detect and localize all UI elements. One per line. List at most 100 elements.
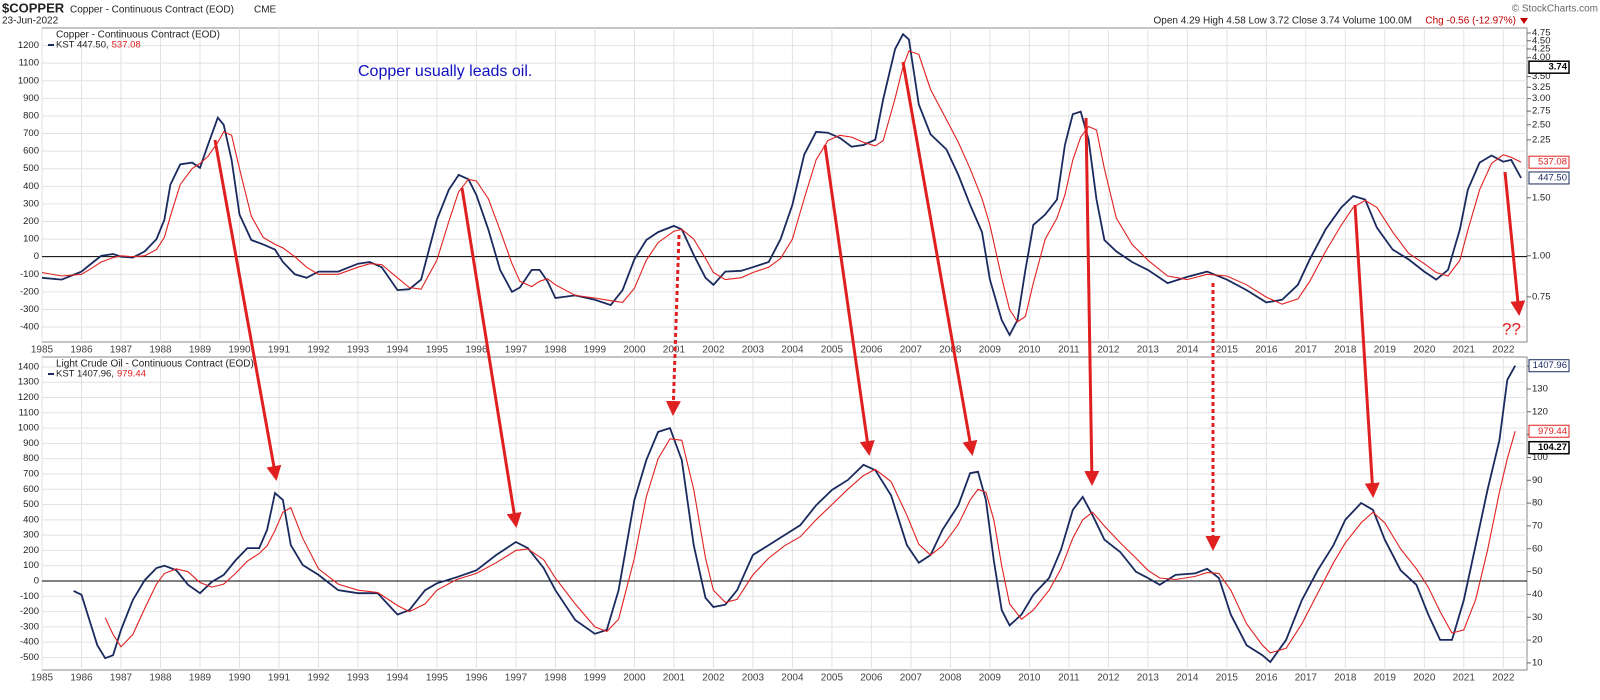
y-tick-label: -300 (20, 621, 39, 632)
y-tick-label: -200 (20, 606, 39, 617)
x-tick-label: 2013 (1137, 345, 1160, 356)
x-tick-label: 1991 (268, 345, 291, 356)
y-tick-label: 1000 (18, 423, 39, 434)
y2-tick-label: 130 (1532, 383, 1548, 394)
last-value-box (1528, 60, 1570, 74)
x-tick-label: 1988 (149, 673, 172, 684)
x-tick-label: 2012 (1097, 345, 1120, 356)
x-tick-label: 2004 (781, 345, 804, 356)
legend-title: Copper - Continuous Contract (EOD) (56, 30, 220, 41)
arrow (1353, 204, 1380, 498)
x-tick-label: 2022 (1492, 673, 1515, 684)
x-tick-label: 2009 (979, 673, 1002, 684)
y-tick-label: 500 (23, 499, 39, 510)
arrow (213, 139, 282, 481)
x-tick-label: 2017 (1295, 345, 1318, 356)
x-tick-label: 1997 (505, 673, 528, 684)
x-tick-label: 2005 (821, 345, 844, 356)
x-tick-label: 2004 (781, 673, 804, 684)
series-line (73, 365, 1516, 664)
plot-area (41, 356, 1528, 671)
y-tick-label: -500 (20, 652, 39, 663)
arrow (665, 234, 681, 416)
y-tick-label: 300 (23, 530, 39, 541)
y2-tick-label: 40 (1532, 589, 1543, 600)
y-tick-label: 100 (23, 560, 39, 571)
arrow (901, 61, 978, 456)
credit: © StockCharts.com (1512, 4, 1598, 15)
y-tick-label: 1400 (18, 361, 39, 372)
y2-tick-label: 60 (1532, 543, 1543, 554)
annotation: Copper usually leads oil. (358, 63, 532, 80)
y2-tick-label: 70 (1532, 520, 1543, 531)
arrow (1084, 117, 1100, 486)
y2-tick-label: 120 (1532, 406, 1548, 417)
legend-entry: 979.44 (117, 369, 146, 380)
y2-tick-label: 2.50 (1532, 119, 1551, 130)
x-tick-label: 1992 (307, 345, 330, 356)
last-value-box (1528, 440, 1570, 455)
x-tick-label: 1994 (386, 673, 409, 684)
arrows (213, 61, 1526, 551)
x-tick-label: 1996 (465, 673, 488, 684)
x-tick-label: 1986 (70, 673, 93, 684)
last-value-box (1528, 171, 1570, 185)
x-tick-label: 2021 (1453, 673, 1476, 684)
last-value-box (1528, 424, 1570, 438)
x-tick-label: 2016 (1255, 673, 1278, 684)
x-tick-label: 2011 (1058, 673, 1080, 684)
y-tick-label: 1200 (18, 40, 39, 51)
y2-tick-label: 3.50 (1532, 71, 1551, 82)
y-tick-label: -400 (20, 322, 39, 333)
x-tick-label: 2019 (1374, 345, 1397, 356)
x-tick-label: 1989 (189, 673, 212, 684)
x-tick-label: 1996 (465, 345, 488, 356)
y2-tick-label: 4.25 (1532, 43, 1551, 54)
y2-tick-label: 3.25 (1532, 82, 1551, 93)
x-tick-label: 2007 (900, 673, 923, 684)
legend-entry: KST 1407.96, (56, 369, 114, 380)
x-tick-label: 2008 (939, 345, 962, 356)
x-tick-label: 1993 (347, 345, 370, 356)
y-tick-label: 600 (23, 146, 39, 157)
y-tick-label: 800 (23, 453, 39, 464)
y-tick-label: 0 (34, 576, 39, 587)
x-tick-label: 2013 (1137, 673, 1160, 684)
y-tick-label: -100 (20, 591, 39, 602)
x-tick-label: 2007 (900, 345, 923, 356)
quote: Open 4.29 High 4.58 Low 3.72 Close 3.74 … (1153, 16, 1412, 27)
x-tick-label: 2015 (1216, 345, 1239, 356)
x-tick-label: 2010 (1018, 345, 1041, 356)
y-tick-label: 500 (23, 163, 39, 174)
x-tick-label: 2003 (742, 345, 765, 356)
y2-tick-label: 3.00 (1532, 93, 1551, 104)
last-value-label: 104.27 (1538, 442, 1567, 453)
y-tick-label: -100 (20, 269, 39, 280)
y2-tick-label: 1.00 (1532, 250, 1551, 261)
x-tick-label: 2010 (1018, 673, 1041, 684)
series-line (41, 50, 1522, 323)
x-tick-label: 1998 (544, 673, 567, 684)
y-tick-label: -300 (20, 304, 39, 315)
x-tick-label: 1985 (31, 673, 54, 684)
x-tick-label: 2017 (1295, 673, 1318, 684)
x-tick-label: 1987 (110, 345, 133, 356)
x-tick-label: 2018 (1334, 345, 1357, 356)
annotation: ?? (1502, 319, 1521, 338)
x-tick-label: 2021 (1453, 345, 1476, 356)
y-tick-label: 400 (23, 181, 39, 192)
x-tick-label: 1994 (386, 345, 409, 356)
x-tick-label: 1987 (110, 673, 133, 684)
series-line (104, 431, 1516, 654)
plots: 1985 1986 1987 1988 1989 1990 1991 1992 1993 1994… (18, 27, 1570, 684)
x-tick-label: 2018 (1334, 673, 1357, 684)
x-tick-label: 1995 (426, 345, 449, 356)
x-tick-label: 2011 (1058, 345, 1080, 356)
x-tick-label: 2015 (1216, 673, 1239, 684)
plot-area (41, 27, 1528, 343)
y2-tick-label: 10 (1532, 657, 1543, 668)
series-line (41, 32, 1522, 337)
y-tick-label: 1200 (18, 392, 39, 403)
y-tick-label: 800 (23, 110, 39, 121)
